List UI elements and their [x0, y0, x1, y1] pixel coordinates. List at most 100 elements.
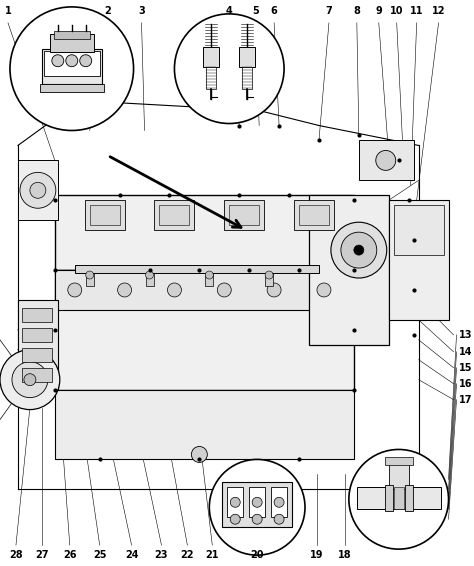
Text: 12: 12 [432, 6, 446, 16]
Circle shape [24, 374, 36, 385]
Text: 6: 6 [271, 6, 277, 16]
Bar [405, 485, 413, 511]
Circle shape [20, 173, 56, 208]
Circle shape [118, 283, 132, 297]
Bar [394, 487, 404, 509]
Circle shape [252, 498, 262, 507]
Circle shape [174, 14, 284, 123]
Circle shape [30, 182, 46, 198]
Circle shape [167, 283, 182, 297]
Bar [55, 389, 354, 460]
Bar [50, 34, 94, 52]
Bar [222, 482, 292, 527]
Text: 13: 13 [458, 330, 472, 340]
Circle shape [230, 498, 240, 507]
Text: 21: 21 [206, 550, 219, 560]
Bar [75, 265, 319, 273]
Text: 27: 27 [35, 550, 49, 560]
Text: 25: 25 [93, 550, 107, 560]
Bar [155, 200, 194, 230]
Bar [203, 47, 219, 67]
Circle shape [265, 271, 273, 279]
Text: 20: 20 [250, 550, 264, 560]
Circle shape [354, 245, 364, 255]
Bar [265, 268, 273, 286]
Text: 19: 19 [310, 550, 324, 560]
Bar [271, 487, 287, 517]
Circle shape [331, 222, 387, 278]
Circle shape [230, 514, 240, 524]
Text: 4: 4 [226, 6, 233, 16]
Text: 23: 23 [155, 550, 168, 560]
Bar [54, 31, 90, 39]
Bar [359, 140, 414, 181]
Circle shape [274, 498, 284, 507]
Bar [86, 268, 94, 286]
Bar [146, 268, 154, 286]
Circle shape [349, 449, 448, 549]
Text: 18: 18 [338, 550, 352, 560]
Text: 8: 8 [354, 6, 360, 16]
Circle shape [217, 283, 231, 297]
Bar [385, 457, 413, 465]
Circle shape [210, 460, 305, 555]
Circle shape [52, 55, 64, 67]
Circle shape [66, 55, 78, 67]
Bar [242, 67, 252, 89]
Bar [394, 205, 444, 255]
Bar [385, 485, 393, 511]
Circle shape [267, 283, 281, 297]
Bar [44, 51, 100, 76]
Bar [299, 205, 329, 225]
Text: 9: 9 [375, 6, 382, 16]
Circle shape [205, 271, 213, 279]
Bar [18, 300, 58, 389]
Bar [389, 461, 409, 490]
Circle shape [80, 55, 91, 67]
Bar [90, 205, 119, 225]
Bar [55, 270, 354, 310]
Bar [22, 348, 52, 362]
Text: 11: 11 [410, 6, 423, 16]
Circle shape [10, 7, 134, 131]
Text: 7: 7 [326, 6, 332, 16]
Text: 14: 14 [458, 347, 472, 357]
Circle shape [252, 514, 262, 524]
Circle shape [274, 514, 284, 524]
Bar [85, 200, 125, 230]
Bar [40, 84, 104, 92]
Bar [205, 268, 213, 286]
Bar [18, 160, 58, 220]
Bar [22, 308, 52, 322]
Bar [42, 49, 101, 84]
Bar [22, 328, 52, 342]
Circle shape [12, 362, 48, 398]
Bar [55, 270, 354, 389]
Circle shape [0, 350, 60, 410]
Text: 26: 26 [63, 550, 76, 560]
Circle shape [68, 283, 82, 297]
Text: 24: 24 [125, 550, 138, 560]
Text: 5: 5 [252, 6, 258, 16]
Bar [224, 200, 264, 230]
Bar [206, 67, 216, 89]
Bar [159, 205, 190, 225]
Text: 22: 22 [181, 550, 194, 560]
Bar [227, 487, 243, 517]
Text: 10: 10 [390, 6, 403, 16]
Text: 1: 1 [5, 6, 11, 16]
Text: 2: 2 [104, 6, 111, 16]
Circle shape [376, 151, 396, 170]
Circle shape [317, 283, 331, 297]
Bar [229, 205, 259, 225]
Text: 3: 3 [138, 6, 145, 16]
Bar [249, 487, 265, 517]
Bar [309, 195, 389, 345]
Bar [55, 195, 354, 270]
Bar [22, 368, 52, 381]
Text: 28: 28 [9, 550, 23, 560]
Text: 17: 17 [458, 395, 472, 405]
Text: 15: 15 [458, 363, 472, 373]
Circle shape [191, 447, 207, 462]
Bar [294, 200, 334, 230]
